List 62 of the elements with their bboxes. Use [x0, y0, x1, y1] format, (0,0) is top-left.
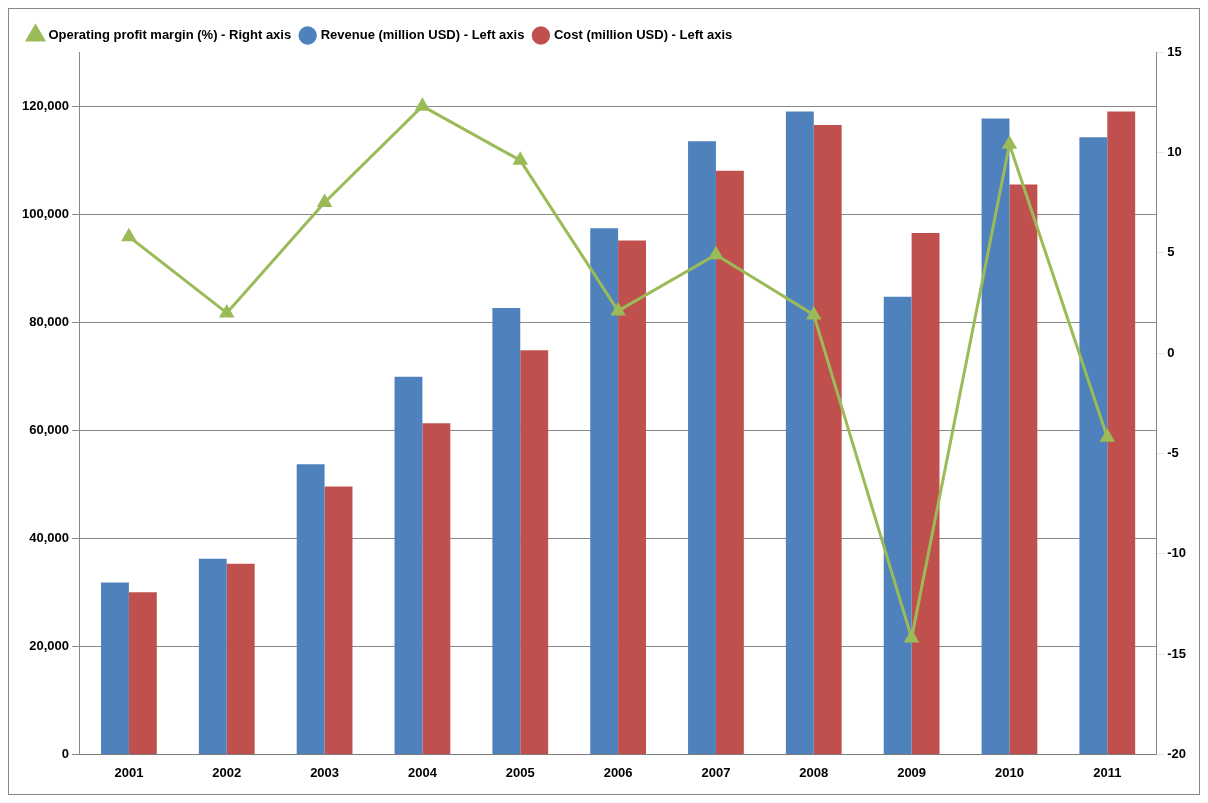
y-tick-label: 40,000	[29, 529, 69, 545]
bar	[324, 486, 353, 754]
legend-label: Operating profit margin (%) - Right axis	[48, 27, 292, 43]
legend-label: Cost (million USD) - Left axis	[553, 27, 733, 43]
bar	[422, 423, 451, 754]
y-tick-label: 100,000	[21, 205, 69, 221]
y-tick-label: 60,000	[29, 421, 69, 437]
y2-tick-label: -20	[1167, 745, 1187, 761]
bar	[618, 240, 646, 754]
bar	[688, 141, 716, 754]
bar	[883, 296, 912, 754]
point	[611, 303, 625, 316]
y2-tick-label: 10	[1167, 143, 1182, 159]
y2-tick-label: 15	[1167, 43, 1182, 59]
point	[1100, 429, 1114, 442]
point	[807, 307, 821, 320]
bar	[101, 582, 129, 754]
x-tick-label: 2011	[1093, 764, 1122, 780]
y2-tick-label: -5	[1167, 444, 1179, 460]
point	[415, 98, 430, 111]
y2-tick-label: -10	[1167, 545, 1187, 561]
x-tick-label: 2004	[407, 764, 438, 780]
bar	[785, 111, 814, 754]
x-tick-label: 2003	[310, 764, 340, 780]
bar	[1009, 184, 1038, 754]
point	[122, 229, 136, 242]
y2-tick-label: -15	[1167, 645, 1187, 661]
bar	[128, 592, 157, 754]
point	[904, 630, 919, 643]
bar	[296, 464, 325, 754]
y2-tick-label: 0	[1167, 344, 1175, 360]
bar	[198, 558, 227, 754]
y-tick-label: 80,000	[29, 313, 69, 329]
bar	[1079, 137, 1108, 754]
x-tick-label: 2007	[701, 764, 731, 780]
point	[220, 305, 234, 318]
bar	[226, 563, 255, 754]
point	[1002, 136, 1017, 149]
x-tick-label: 2009	[897, 764, 927, 780]
bar	[813, 124, 842, 754]
legend-label: Revenue (million USD) - Left axis	[320, 27, 525, 43]
x-tick-label: 2010	[994, 764, 1024, 780]
x-tick-label: 2008	[799, 764, 829, 780]
y-tick-label: 20,000	[29, 637, 69, 653]
x-tick-label: 2005	[505, 764, 535, 780]
point	[513, 152, 527, 165]
bar	[394, 376, 423, 754]
y2-tick-label: 5	[1167, 244, 1175, 260]
bar	[520, 350, 549, 754]
x-tick-label: 2001	[114, 764, 144, 780]
x-tick-label: 2002	[212, 764, 242, 780]
bar	[590, 228, 619, 754]
bar	[1107, 111, 1136, 754]
point	[317, 195, 332, 208]
bar	[492, 308, 521, 754]
y-tick-label: 120,000	[21, 97, 69, 113]
y-tick-label: 0	[61, 745, 69, 761]
x-tick-label: 2006	[603, 764, 633, 780]
bar	[715, 170, 744, 754]
bar	[911, 233, 940, 754]
point	[709, 247, 723, 260]
bar	[981, 118, 1010, 754]
